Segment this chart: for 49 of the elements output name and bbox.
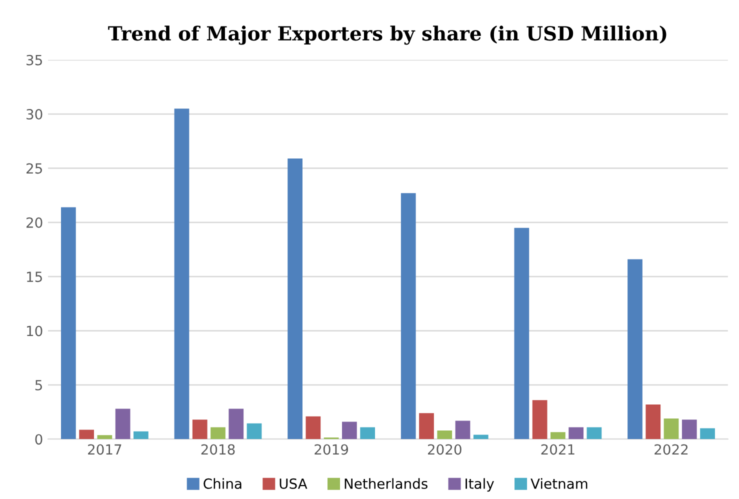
bar: [419, 413, 434, 440]
bar: [550, 432, 566, 440]
bar: [342, 422, 357, 440]
y-tick-label: 15: [27, 272, 42, 282]
legend-label: Netherlands: [344, 478, 428, 489]
bar: [97, 435, 112, 440]
y-tick-label: 25: [26, 163, 42, 174]
x-tick-label: 2019: [314, 444, 348, 455]
bar: [455, 420, 470, 440]
y-tick-label: 35: [26, 54, 42, 66]
x-tick-label: 2017: [88, 444, 122, 455]
bar: [79, 430, 94, 440]
y-tick-label: 20: [26, 217, 42, 228]
bar: [568, 427, 584, 440]
bar: [400, 193, 416, 440]
bar: [664, 418, 679, 440]
legend-label: USA: [280, 478, 308, 489]
bar: [115, 408, 130, 440]
x-tick-label: 2020: [428, 444, 462, 455]
bar: [288, 158, 302, 440]
y-tick-label: 10: [27, 326, 42, 336]
bar: [228, 408, 244, 440]
x-tick-label: 2018: [201, 444, 235, 455]
bar: [646, 404, 661, 440]
bar: [246, 423, 262, 440]
x-tick-label: 2022: [654, 444, 688, 455]
bar: [61, 207, 76, 440]
bar: [473, 434, 488, 440]
y-tick-label: 0: [35, 434, 42, 445]
bar: [306, 416, 321, 440]
bar: [682, 420, 697, 440]
legend-label: China: [204, 478, 242, 489]
bar: [586, 427, 602, 440]
legend-label: Italy: [466, 478, 494, 492]
bar: [700, 428, 715, 440]
bar: [210, 427, 226, 440]
bar: [360, 427, 376, 440]
bar: [174, 108, 190, 440]
y-tick-label: 30: [26, 109, 42, 120]
y-tick-label: 5: [35, 380, 42, 390]
bar: [514, 228, 530, 440]
bar: [437, 430, 452, 440]
bar: [532, 400, 548, 440]
chart-title: Trend of Major Exporters by share (in USD Million): [108, 26, 666, 45]
bar: [192, 420, 208, 440]
x-tick-label: 2021: [541, 444, 574, 455]
legend-label: Vietnam: [530, 478, 588, 489]
bar: [134, 431, 148, 440]
bar: [628, 259, 642, 440]
